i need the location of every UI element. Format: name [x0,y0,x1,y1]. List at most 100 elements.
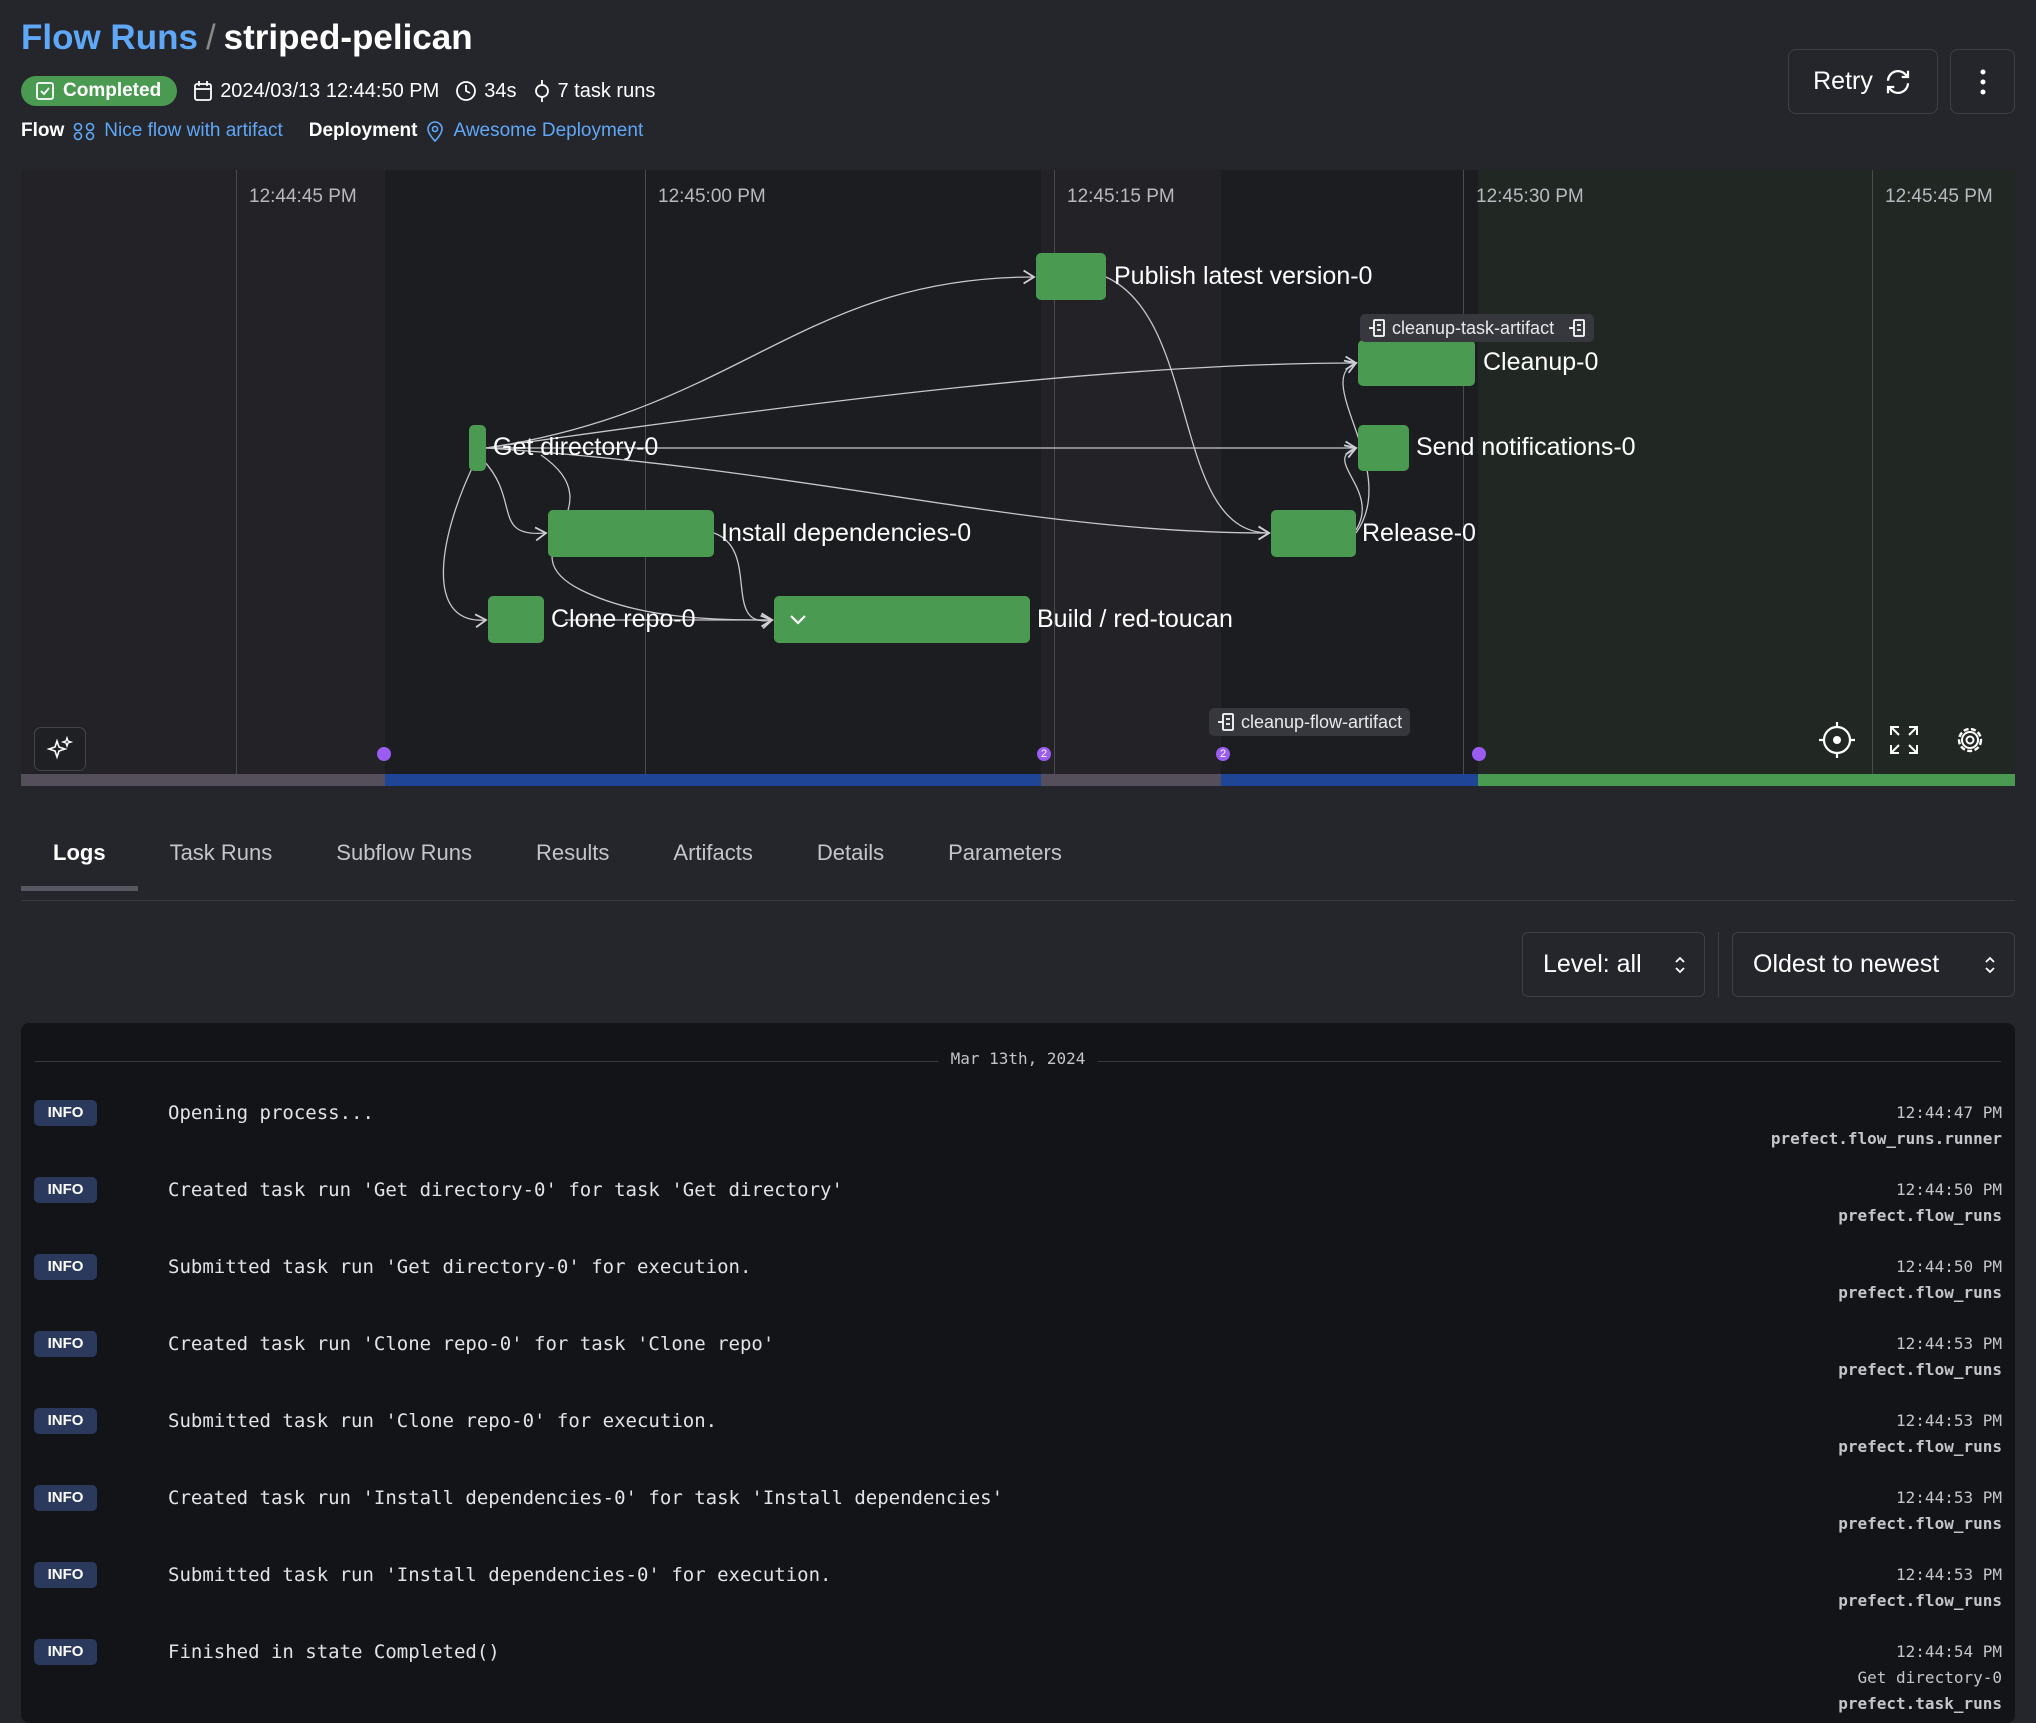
log-meta: 12:44:53 PM prefect.flow_runs [1838,1485,2002,1537]
task-node-clone-repo[interactable] [488,596,544,643]
tab-subflow-runs[interactable]: Subflow Runs [336,840,473,865]
log-meta: 12:44:53 PM prefect.flow_runs [1838,1331,2002,1383]
task-runs-icon [534,80,549,102]
log-row: INFO Submitted task run 'Get directory-0'… [21,1254,2015,1331]
edge [1343,444,1363,531]
tab-bar: Logs Task Runs Subflow Runs Results Arti… [21,826,1094,891]
log-time: 12:44:53 PM [1896,1488,2002,1507]
event-marker[interactable]: 2 [1216,747,1230,761]
chevron-up-down-icon [1985,956,1995,973]
status-text: Completed [63,80,162,101]
log-source: prefect.flow_runs.runner [1770,1129,2002,1148]
artifact-label: cleanup-flow-artifact [1241,711,1403,732]
clock-icon [456,81,477,101]
more-options-button[interactable] [1950,49,2015,114]
log-row: INFO Finished in state Completed() 12:44:5… [21,1639,2015,1716]
artifact-label: cleanup-task-artifact [1392,317,1555,338]
time-tick: 12:44:45 PM [249,186,357,207]
task-node-cleanup[interactable] [1358,340,1475,386]
recenter-button[interactable] [1816,719,1858,761]
task-node-get-directory[interactable] [469,425,486,471]
time-gridline [236,170,237,774]
graph-region-completed [1478,170,2015,774]
log-meta: 12:44:47 PM prefect.flow_runs.runner [1771,1100,2002,1152]
task-label: Clone repo-0 [551,605,696,633]
log-message: Finished in state Completed() [168,1641,500,1663]
log-level-badge: INFO [34,1331,97,1357]
duration: 34s [484,79,517,102]
tab-artifacts[interactable]: Artifacts [673,840,753,865]
log-level-badge: INFO [34,1485,97,1511]
start-time: 2024/03/13 12:44:50 PM [220,79,440,102]
event-marker[interactable] [1472,747,1486,761]
tab-parameters[interactable]: Parameters [948,840,1062,865]
flow-run-graph[interactable]: 12:44:45 PM 12:45:00 PM 12:45:15 PM 12:4… [21,170,2015,786]
task-label: Release-0 [1362,519,1476,547]
log-panel: Mar 13th, 2024 INFO Opening process... 12:… [21,1023,2015,1723]
task-node-release[interactable] [1271,510,1356,557]
log-task: Get directory-0 [1857,1668,2003,1687]
flow-link[interactable]: Nice flow with artifact [104,120,283,141]
task-label: Send notifications-0 [1416,433,1636,461]
artifact-icon [1369,319,1385,337]
fullscreen-button[interactable] [1883,719,1925,761]
edge [540,454,774,628]
breadcrumb-flow-runs[interactable]: Flow Runs [21,18,198,57]
time-gridline [1872,170,1873,774]
chevron-down-icon[interactable] [788,610,808,630]
check-square-icon [36,82,54,100]
artifact-cleanup-task[interactable]: cleanup-task-artifact [1360,314,1595,342]
settings-button[interactable] [1949,719,1991,761]
task-label: Get directory-0 [493,433,659,461]
tab-details[interactable]: Details [816,840,885,865]
subflow-node-build[interactable] [774,596,1030,643]
artifact-icon [1569,319,1585,337]
log-time: 12:44:50 PM [1896,1180,2002,1199]
retry-button[interactable]: Retry [1788,49,1938,114]
log-message: Opening process... [168,1102,374,1124]
log-meta: 12:44:50 PM prefect.flow_runs [1838,1177,2002,1229]
artifact-cleanup-flow[interactable]: cleanup-flow-artifact [1209,708,1411,736]
log-level-select[interactable]: Level: all [1522,932,1705,997]
task-label: Install dependencies-0 [721,519,972,547]
state-bar-running [385,774,1041,786]
log-message: Submitted task run 'Install dependencies… [168,1564,832,1586]
time-tick: 12:45:00 PM [658,186,766,207]
deployment-link[interactable]: Awesome Deployment [453,120,644,141]
event-marker[interactable]: 2 [1037,747,1051,761]
tab-results[interactable]: Results [536,840,610,865]
task-node-install-dependencies[interactable] [548,510,714,557]
log-source: prefect.flow_runs [1838,1206,2002,1225]
expand-icon [1890,726,1918,754]
log-meta: 12:44:53 PM prefect.flow_runs [1838,1408,2002,1460]
task-node-publish[interactable] [1036,253,1106,300]
log-row: INFO Opening process... 12:44:47 PM prefect… [21,1100,2015,1177]
edge [482,459,548,542]
edge [1342,359,1370,534]
location-pin-icon [427,121,444,142]
run-name: striped-pelican [223,18,473,57]
log-level-badge: INFO [34,1254,97,1280]
time-gridline [1054,170,1055,774]
log-time: 12:44:53 PM [1896,1411,2002,1430]
log-row: INFO Submitted task run 'Install dependen… [21,1562,2015,1639]
more-vertical-icon [1980,69,1985,94]
log-time: 12:44:54 PM [1896,1642,2002,1661]
log-meta: 12:44:53 PM prefect.flow_runs [1838,1562,2002,1614]
time-tick: 12:45:30 PM [1476,186,1584,207]
log-time: 12:44:50 PM [1896,1257,2002,1276]
gear-icon [1957,727,1983,753]
flow-deployment-row: Flow Nice flow with artifact Deployment … [21,120,643,142]
sort-select[interactable]: Oldest to newest [1732,932,2015,997]
task-node-send-notifications[interactable] [1358,425,1409,471]
task-label: Cleanup-0 [1483,348,1599,376]
state-bar-running [1221,774,1478,786]
tab-task-runs[interactable]: Task Runs [169,840,273,865]
edge [485,269,1036,449]
tab-logs[interactable]: Logs [21,826,138,891]
log-message: Submitted task run 'Clone repo-0' for ex… [168,1410,718,1432]
ai-assist-button[interactable] [34,727,86,771]
breadcrumb-separator: / [205,18,216,57]
log-row: INFO Submitted task run 'Clone repo-0' fo… [21,1408,2015,1485]
event-marker[interactable] [377,747,391,761]
